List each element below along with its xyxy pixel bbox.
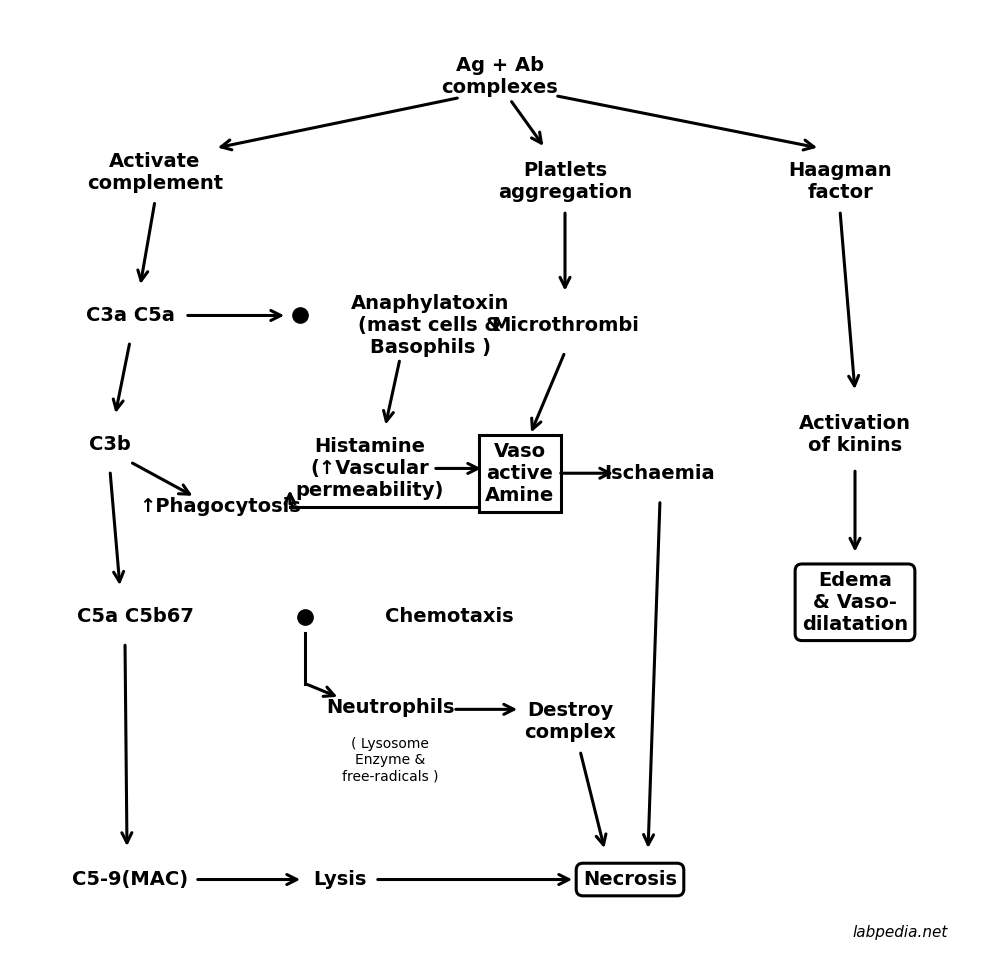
- Text: Platlets
aggregation: Platlets aggregation: [498, 162, 632, 202]
- Text: Microthrombi: Microthrombi: [491, 315, 639, 335]
- Text: Vaso
active
Amine: Vaso active Amine: [485, 442, 555, 505]
- Text: labpedia.net: labpedia.net: [852, 924, 948, 940]
- Text: Lysis: Lysis: [313, 870, 367, 889]
- Text: Activate
complement: Activate complement: [87, 152, 223, 192]
- Text: C5-9(MAC): C5-9(MAC): [72, 870, 188, 889]
- Text: Histamine
(↑Vascular
permeability): Histamine (↑Vascular permeability): [296, 437, 444, 500]
- Text: Activation
of kinins: Activation of kinins: [799, 415, 911, 455]
- Text: C5a C5b67: C5a C5b67: [77, 607, 193, 626]
- Text: Anaphylatoxin
(mast cells &
Basophils ): Anaphylatoxin (mast cells & Basophils ): [351, 293, 509, 357]
- Text: C3b: C3b: [89, 435, 131, 454]
- Text: ( Lysosome
Enzyme &
free-radicals ): ( Lysosome Enzyme & free-radicals ): [342, 737, 438, 783]
- Text: Ischaemia: Ischaemia: [605, 464, 715, 483]
- Text: Ag + Ab
complexes: Ag + Ab complexes: [442, 56, 558, 97]
- Text: C3a C5a: C3a C5a: [86, 306, 174, 325]
- Text: Necrosis: Necrosis: [583, 870, 677, 889]
- Text: Haagman
factor: Haagman factor: [788, 162, 892, 202]
- Text: Edema
& Vaso-
dilatation: Edema & Vaso- dilatation: [802, 571, 908, 634]
- Text: Chemotaxis: Chemotaxis: [385, 607, 514, 626]
- Text: Neutrophils: Neutrophils: [326, 698, 454, 717]
- Text: ↑Phagocytosis: ↑Phagocytosis: [139, 497, 301, 516]
- Text: Destroy
complex: Destroy complex: [524, 702, 616, 742]
